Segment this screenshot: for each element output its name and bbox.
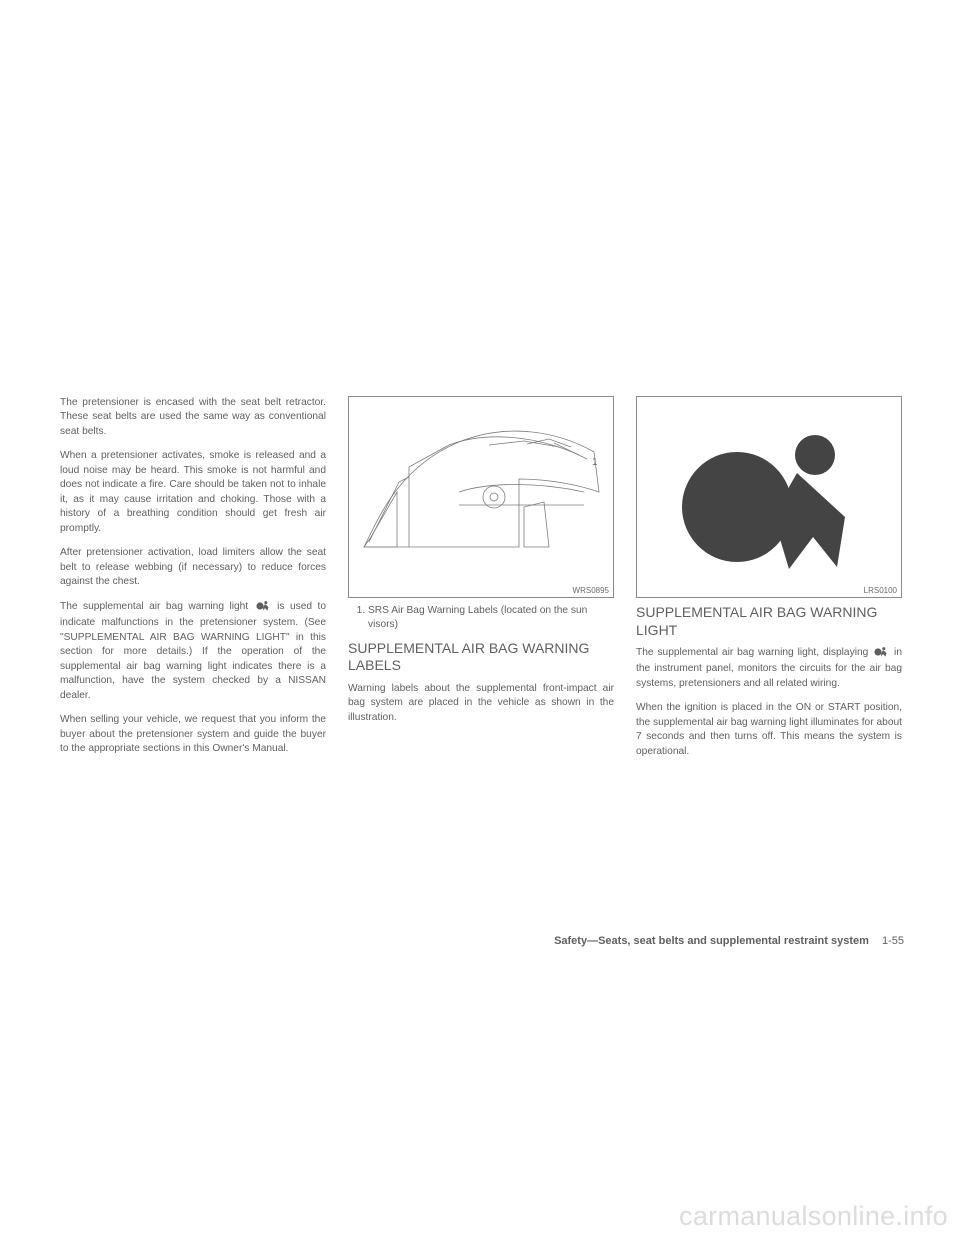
- figure-car-interior: 1 WRS0895: [348, 396, 614, 598]
- figure-id: LRS0100: [864, 586, 897, 595]
- car-sketch-svg: 1: [349, 397, 615, 599]
- column-left: The pretensioner is encased with the sea…: [60, 396, 326, 936]
- footer-section: Safety—Seats, seat belts and supplementa…: [554, 935, 869, 947]
- text: is used to indicate malfunctions in the …: [60, 601, 326, 701]
- footer-page-number: 1-55: [882, 935, 904, 947]
- airbag-pictogram-svg: [637, 397, 903, 599]
- para: When a pretensioner activates, smoke is …: [60, 449, 326, 536]
- column-middle: 1 WRS0895 SRS Air Bag Warning Labels (lo…: [348, 396, 614, 936]
- para: After pretensioner activation, load limi…: [60, 546, 326, 589]
- legend-item: SRS Air Bag Warning Labels (located on t…: [368, 604, 614, 633]
- figure-legend: SRS Air Bag Warning Labels (located on t…: [348, 604, 614, 633]
- para: Warning labels about the supplemental fr…: [348, 682, 614, 725]
- column-right: LRS0100 SUPPLEMENTAL AIR BAG WARNING LIG…: [636, 396, 902, 936]
- section-heading: SUPPLEMENTAL AIR BAG WARNING LABELS: [348, 640, 614, 675]
- text: The supplemental air bag warning light: [60, 601, 254, 612]
- airbag-icon: [256, 601, 270, 616]
- para: The pretensioner is encased with the sea…: [60, 396, 326, 439]
- para: The supplemental air bag warning light, …: [636, 646, 902, 691]
- para: The supplemental air bag warning light i…: [60, 600, 326, 703]
- content-area: The pretensioner is encased with the sea…: [60, 396, 905, 936]
- para: When the ignition is placed in the ON or…: [636, 701, 902, 759]
- airbag-icon: [874, 647, 888, 662]
- page-footer: Safety—Seats, seat belts and supplementa…: [554, 935, 904, 947]
- section-heading: SUPPLEMENTAL AIR BAG WARNING LIGHT: [636, 604, 902, 639]
- watermark: carmanualsonline.info: [679, 1201, 948, 1232]
- figure-airbag-light: LRS0100: [636, 396, 902, 598]
- figure-callout: 1: [592, 457, 598, 468]
- text: The supplemental air bag warning light, …: [636, 647, 872, 658]
- para: When selling your vehicle, we request th…: [60, 713, 326, 756]
- figure-id: WRS0895: [573, 586, 609, 595]
